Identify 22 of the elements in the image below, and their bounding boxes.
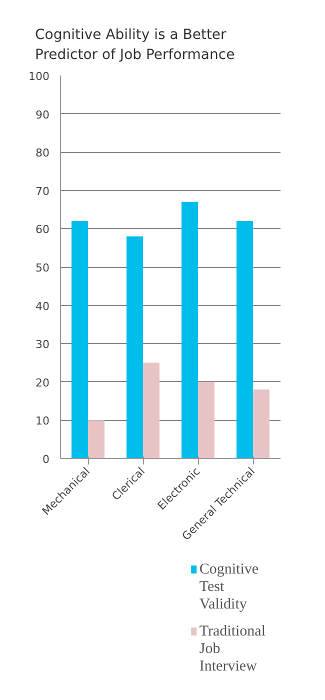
y-tick-label: 90	[36, 108, 50, 122]
legend-label: Cognitive Test Validity	[199, 562, 259, 613]
y-tick-label: 70	[36, 184, 50, 198]
bar	[88, 420, 104, 458]
legend-label: Traditional Job Interview	[199, 624, 266, 675]
y-tick-label: 60	[36, 223, 50, 236]
y-tick-label: 10	[36, 414, 50, 428]
y-tick-label: 30	[36, 338, 50, 352]
y-tick-label: 20	[36, 376, 50, 390]
bar	[72, 221, 88, 458]
y-tick-label: 80	[36, 146, 50, 160]
bar	[143, 362, 160, 458]
bar	[126, 236, 143, 458]
y-tick-label: 40	[36, 300, 50, 313]
chart-title: Cognitive Ability is a Better Predictor of Job Performance	[35, 26, 236, 65]
bar	[236, 221, 253, 458]
bar	[253, 390, 270, 458]
y-tick-label: 0	[42, 453, 50, 466]
y-tick-label: 100	[28, 70, 50, 83]
y-tick-label: 50	[36, 262, 50, 274]
bar	[182, 202, 198, 458]
bar	[198, 382, 214, 458]
